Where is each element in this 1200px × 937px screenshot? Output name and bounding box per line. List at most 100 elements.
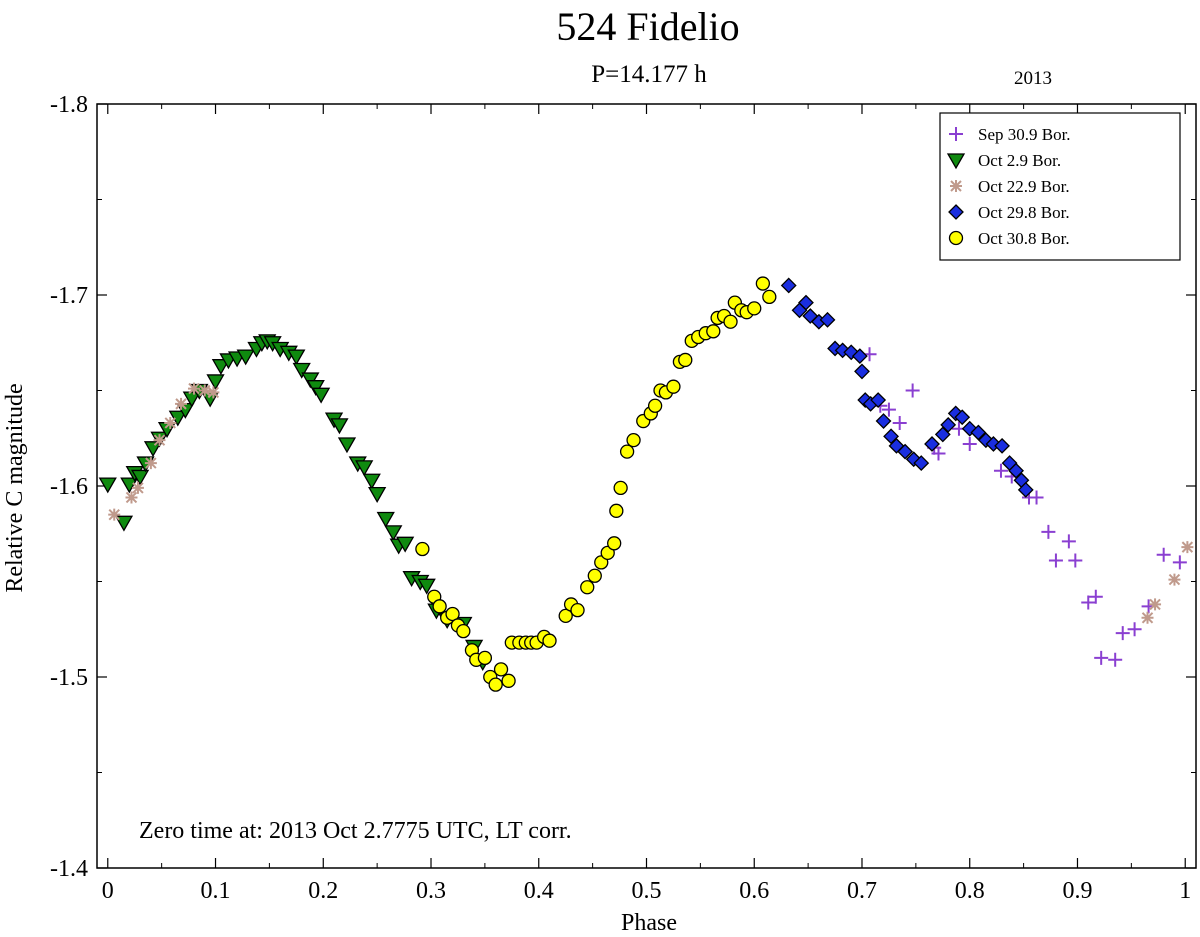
data-point [883,428,900,445]
data-point [609,503,624,518]
y-tick-label: -1.6 [50,474,88,500]
legend-label: Oct 29.8 Bor. [978,203,1070,222]
legend-label: Oct 30.8 Bor. [978,229,1070,248]
data-point [144,457,157,470]
x-tick-label: 1 [1179,878,1191,904]
data-point [897,443,914,460]
chart-title: 524 Fidelio [556,4,739,49]
data-point [108,508,121,521]
data-point [1048,553,1063,568]
data-point [355,460,374,477]
data-point [368,486,387,503]
data-point [607,536,622,551]
data-point [762,289,777,305]
data-point [384,525,403,542]
data-point [376,511,395,528]
data-point [1181,541,1194,554]
data-point [287,349,306,366]
data-point [175,397,188,410]
data-point [114,515,134,532]
data-point [130,469,150,486]
legend-marker [949,127,963,141]
data-point [120,477,139,494]
data-point [1141,611,1154,624]
data-point [1149,598,1162,611]
data-point [931,446,946,461]
data-point [432,599,447,614]
data-point [236,349,255,366]
x-tick-label: 0.8 [955,878,985,904]
data-point [558,608,573,624]
data-point [755,276,771,291]
data-point [445,606,460,622]
series-2 [98,334,492,672]
data-point [619,444,635,459]
data-point [587,568,602,583]
x-axis-label: Phase [621,910,677,936]
data-point [1115,626,1130,641]
data-point [851,348,868,365]
data-point [905,383,920,398]
data-point [1172,555,1187,570]
data-point [1088,589,1103,604]
series-3 [108,382,1194,624]
legend-marker [946,153,966,170]
data-point [501,673,516,688]
chart-subtitle: P=14.177 h [591,61,707,88]
data-point [1081,595,1096,610]
data-point [125,491,138,504]
data-point [1029,490,1044,505]
data-point [164,416,177,429]
y-tick-label: -1.8 [50,92,88,118]
data-point [337,437,357,454]
data-point [954,409,971,426]
data-point [993,463,1008,478]
data-point [875,413,892,429]
data-point [206,374,225,391]
data-point [1108,652,1123,667]
zero-time-annotation: Zero time at: 2013 Oct 2.7775 UTC, LT co… [139,818,572,844]
data-point [723,314,738,329]
data-point [706,324,721,339]
x-tick-label: 0.5 [632,878,662,904]
data-point [1008,462,1024,479]
data-point [892,415,907,430]
data-point [211,359,231,375]
series-1 [862,347,1187,667]
data-point [415,541,430,557]
data-point [98,477,117,494]
data-point [198,384,211,397]
data-point [1068,553,1083,568]
data-point [666,379,681,394]
data-point [580,580,595,595]
data-point [1127,622,1142,637]
data-point [153,434,166,447]
data-point [994,437,1010,454]
legend-box [939,112,1181,261]
data-point [780,277,797,294]
x-tick-label: 0.7 [847,878,877,904]
data-point [747,301,762,316]
data-point [330,418,349,435]
legend-label: Oct 2.9 Bor. [978,151,1061,170]
data-point [456,624,471,639]
x-tick-label: 0.2 [308,878,338,904]
x-tick-label: 0.3 [416,878,446,904]
data-point [798,294,814,311]
legend-label: Sep 30.9 Bor. [978,125,1071,144]
data-point [1017,481,1034,498]
data-point [934,426,951,443]
legend: Sep 30.9 Bor. Oct 2.9 Bor. Oct 22.9 Bor. Oc… [939,112,1181,261]
data-point [292,362,311,379]
legend-label: Oct 22.9 Bor. [978,177,1070,196]
data-point [396,536,415,553]
data-point [570,603,585,618]
x-axis: 0 0.1 0.2 0.3 0.4 0.5 0.6 0.7 0.8 0.9 1 [102,104,1191,904]
x-tick-label: 0.4 [524,878,554,904]
data-point [477,650,493,666]
y-tick-label: -1.7 [50,283,88,309]
year-label: 2013 [1014,68,1052,89]
data-point [854,363,870,380]
y-tick-label: -1.4 [50,856,88,882]
